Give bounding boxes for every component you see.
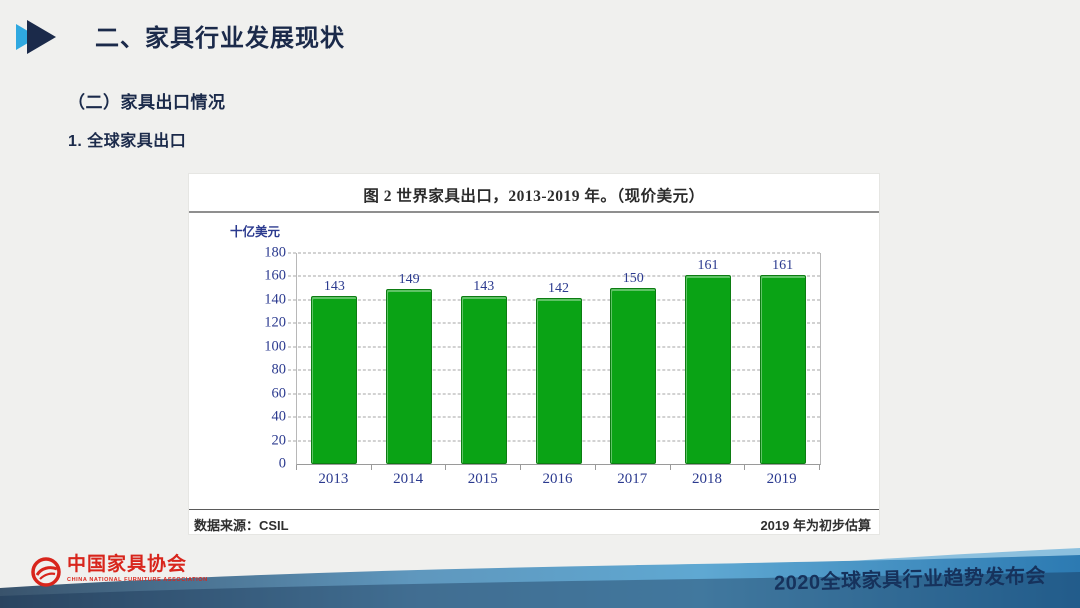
footer-wave-decoration (0, 548, 1080, 608)
cnfa-logo-icon (31, 557, 61, 587)
x-axis-tick (520, 465, 522, 470)
chart-panel: 图 2 世界家具出口，2013-2019 年。（现价美元） 十亿美元 0 20 40… (188, 173, 880, 535)
bar-value-2013: 143 (323, 279, 345, 295)
y-tick-40: 40 (271, 408, 287, 425)
bar-slot-2013: 143 (297, 253, 372, 464)
bar-value-2014: 149 (398, 272, 420, 288)
bar-2013: 143 (311, 279, 358, 464)
bar-series: 143 149 143 142 150 161 161 (297, 253, 820, 464)
x-label-2016: 2016 (542, 471, 573, 487)
gridline-160 (288, 275, 820, 277)
bar-2016: 142 (535, 281, 582, 464)
bar-value-2017: 150 (622, 271, 644, 287)
org-logo: 中国家具协会 CHINA NATIONAL FURNITURE ASSOCIAT… (30, 554, 208, 588)
y-tick-60: 60 (271, 385, 287, 402)
org-name: 中国家具协会 (67, 554, 188, 575)
chart-footer-divider (189, 509, 879, 510)
x-label-2017: 2017 (617, 471, 648, 487)
org-name-english: CHINA NATIONAL FURNITURE ASSOCIATION (67, 577, 208, 583)
x-label-2014: 2014 (393, 471, 424, 487)
y-tick-180: 180 (264, 244, 286, 261)
section-sub-subtitle: 1. 全球家具出口 (68, 133, 187, 150)
x-label-2013: 2013 (318, 471, 349, 487)
x-axis-tick (370, 465, 372, 470)
bar-value-2019: 161 (772, 258, 794, 274)
x-axis-labels: 2013 2014 2015 2016 2017 2018 2019 (296, 471, 819, 488)
x-label-2019: 2019 (766, 471, 797, 487)
y-axis-ticks: 0 20 40 60 80 100 120 140 160 180 (244, 245, 287, 472)
bar-slot-2014: 149 (372, 253, 447, 464)
data-source-note: 数据来源：CSIL (194, 518, 289, 533)
bar-slot-2016: 142 (521, 253, 596, 464)
bar-value-2016: 142 (548, 280, 570, 296)
bar-2018: 161 (684, 258, 731, 464)
x-axis-tick (594, 465, 596, 470)
bar-2019: 161 (759, 258, 806, 464)
y-tick-80: 80 (271, 361, 287, 378)
y-tick-0: 0 (278, 455, 286, 472)
bar-slot-2018: 161 (671, 253, 746, 464)
y-tick-140: 140 (264, 291, 286, 308)
chart-title-divider (189, 211, 879, 213)
y-tick-100: 100 (264, 338, 286, 355)
y-tick-160: 160 (264, 267, 286, 284)
y-tick-120: 120 (264, 314, 286, 331)
plot-area: 143 149 143 142 150 161 161 (288, 252, 821, 465)
section-subtitle: （二）家具出口情况 (68, 93, 226, 112)
x-axis-ticks (296, 464, 820, 470)
bar-2015: 143 (460, 279, 507, 464)
double-arrow-icon (16, 20, 56, 54)
bar-value-2015: 143 (473, 279, 495, 295)
estimate-footnote: 2019 年为初步估算 (760, 518, 871, 533)
chart-footer: 数据来源：CSIL 2019 年为初步估算 (194, 515, 871, 534)
x-axis-tick (819, 465, 820, 470)
x-axis-tick (445, 465, 447, 470)
x-axis-tick (669, 465, 671, 470)
y-axis-unit-label: 十亿美元 (230, 225, 281, 239)
bar-slot-2017: 150 (596, 253, 671, 464)
bar-slot-2019: 161 (745, 253, 820, 464)
chart-title: 图 2 世界家具出口，2013-2019 年。（现价美元） (363, 188, 705, 205)
x-label-2018: 2018 (691, 471, 722, 487)
x-axis-tick (296, 465, 297, 470)
page-title: 二、家具行业发展现状 (95, 25, 345, 52)
bar-2014: 149 (386, 272, 433, 464)
bar-slot-2015: 143 (446, 253, 521, 464)
x-label-2015: 2015 (467, 471, 498, 487)
gridline-180 (288, 252, 820, 254)
y-tick-20: 20 (271, 432, 287, 449)
bar-value-2018: 161 (697, 258, 719, 274)
bar-2017: 150 (610, 271, 657, 464)
x-axis-tick (744, 465, 746, 470)
